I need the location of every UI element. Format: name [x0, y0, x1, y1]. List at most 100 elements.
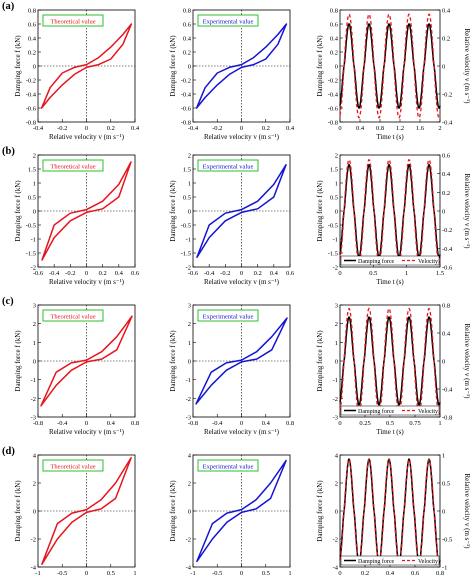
y-tick-label: 0 — [33, 359, 36, 366]
y-tick-label: -1 — [186, 377, 191, 384]
right-y-tick-label: -1 — [442, 565, 447, 572]
y-tick-label: 1 — [33, 181, 36, 188]
y-tick-label: -3 — [31, 415, 36, 422]
y-axis-label: Damping force f (kN) — [316, 180, 324, 242]
x-tick-label: -1 — [35, 570, 40, 577]
x-tick-label: 0 — [338, 570, 341, 577]
y-tick-label: 3 — [188, 303, 191, 310]
y-tick-label: -2 — [31, 537, 36, 544]
velocity-line — [339, 158, 441, 264]
panel-label: (b) — [2, 146, 15, 157]
theoretical-label-box — [42, 309, 104, 322]
x-tick-label: -0.4 — [49, 270, 60, 277]
theoretical-loop-curve — [40, 315, 133, 407]
y-tick-label: 1 — [188, 181, 191, 188]
y-tick-label: 2 — [33, 153, 36, 160]
panel-label: (d) — [2, 446, 15, 457]
x-tick-label: 0.2 — [254, 270, 262, 277]
y-tick-label: -2 — [333, 396, 338, 403]
y-tick-label: -0.4 — [26, 92, 37, 99]
x-tick-label: 0.4 — [270, 270, 279, 277]
x-tick-label: 0 — [338, 420, 341, 427]
y-tick-label: -1.5 — [181, 251, 191, 258]
y-tick-label: 2 — [335, 481, 338, 488]
right-y-axis-label: Relative velocity v (m s⁻¹) — [463, 174, 471, 250]
y-tick-label: 2 — [188, 481, 191, 488]
y-tick-label: 0 — [188, 509, 191, 516]
y-axis-label: Damping force f (kN) — [169, 180, 177, 242]
y-tick-label: 0.4 — [28, 36, 37, 43]
x-tick-label: 0.8 — [131, 420, 139, 427]
x-tick-label: 0.4 — [356, 125, 365, 132]
x-axis-label: Relative velocity v (m s⁻¹) — [49, 278, 125, 286]
x-tick-label: 0 — [85, 270, 88, 277]
y-tick-label: 0 — [33, 509, 36, 516]
x-tick-label: 0.4 — [286, 125, 295, 132]
y-axis-label: Damping force f (kN) — [169, 480, 177, 542]
x-tick-label: 0.5 — [262, 570, 270, 577]
y-tick-label: 0 — [33, 64, 36, 71]
x-tick-label: 0.4 — [262, 420, 271, 427]
right-y-tick-label: -0.4 — [442, 246, 453, 253]
x-tick-label: 1.6 — [416, 125, 425, 132]
x-tick-label: 0 — [85, 125, 88, 132]
legend-force-label: Damping force — [358, 408, 394, 415]
right-y-tick-label: -0.2 — [442, 92, 452, 99]
theoretical-label: Theoretical value — [50, 313, 95, 320]
x-axis-label: Time t (s) — [376, 428, 404, 436]
right-y-tick-label: -0.2 — [442, 227, 452, 234]
y-tick-label: -4 — [31, 565, 37, 572]
y-tick-label: 4 — [33, 453, 37, 460]
x-axis-label: Time t (s) — [376, 133, 404, 141]
x-tick-label: 0.8 — [286, 420, 294, 427]
y-axis-label: Damping force f (kN) — [316, 480, 324, 542]
y-tick-label: 2 — [335, 321, 338, 328]
legend-box — [340, 405, 440, 416]
y-tick-label: -3 — [333, 415, 338, 422]
y-tick-label: 0 — [188, 64, 191, 71]
x-axis-label: Time t (s) — [376, 278, 404, 286]
y-tick-label: 3 — [33, 303, 36, 310]
right-y-axis-label: Relative velocity v (m s⁻¹) — [463, 474, 471, 550]
y-tick-label: -0.6 — [26, 106, 37, 113]
x-tick-label: 0 — [240, 270, 243, 277]
y-tick-label: 1.5 — [28, 167, 36, 174]
damping-force-line — [339, 457, 441, 565]
theoretical-label-box — [42, 459, 104, 472]
y-tick-label: 0.8 — [183, 8, 191, 15]
x-tick-label: 0.4 — [115, 270, 124, 277]
y-tick-label: -2 — [186, 265, 191, 272]
y-tick-label: 0.5 — [330, 195, 338, 202]
x-tick-label: 0 — [85, 420, 88, 427]
x-tick-label: -0.8 — [188, 420, 198, 427]
x-tick-label: 0.4 — [131, 125, 140, 132]
y-tick-label: -0.5 — [181, 223, 191, 230]
legend-force-label: Damping force — [358, 558, 394, 565]
right-y-tick-label: 0.4 — [442, 171, 451, 178]
y-tick-label: -0.4 — [328, 92, 339, 99]
x-tick-label: -0.2 — [212, 125, 222, 132]
x-tick-label: 0.6 — [131, 270, 140, 277]
y-tick-label: 3 — [335, 303, 338, 310]
right-y-tick-label: 0 — [442, 509, 445, 516]
x-tick-label: -0.2 — [57, 125, 67, 132]
y-tick-label: 0.5 — [28, 195, 36, 202]
x-tick-label: -0.2 — [65, 270, 75, 277]
y-tick-label: -2 — [333, 265, 338, 272]
x-tick-label: -1 — [190, 570, 195, 577]
right-y-tick-label: 0.8 — [442, 303, 450, 310]
y-tick-label: 0.2 — [183, 50, 191, 57]
x-axis-label: Relative velocity v (m s⁻¹) — [204, 133, 280, 141]
legend-velocity-label: Velocity — [418, 559, 438, 565]
velocity-line — [339, 458, 441, 564]
y-tick-label: 0.6 — [28, 22, 37, 29]
theoretical-label: Theoretical value — [50, 18, 95, 25]
experimental-label: Experimental value — [203, 463, 254, 470]
y-tick-label: 0 — [188, 359, 191, 366]
x-axis-label: Relative velocity v (m s⁻¹) — [204, 428, 280, 436]
x-tick-label: 1.5 — [436, 270, 444, 277]
experimental-loop-curve — [196, 164, 287, 258]
y-tick-label: 0 — [335, 509, 338, 516]
x-tick-label: 0.75 — [409, 420, 420, 427]
right-y-tick-label: 0.2 — [442, 190, 450, 197]
